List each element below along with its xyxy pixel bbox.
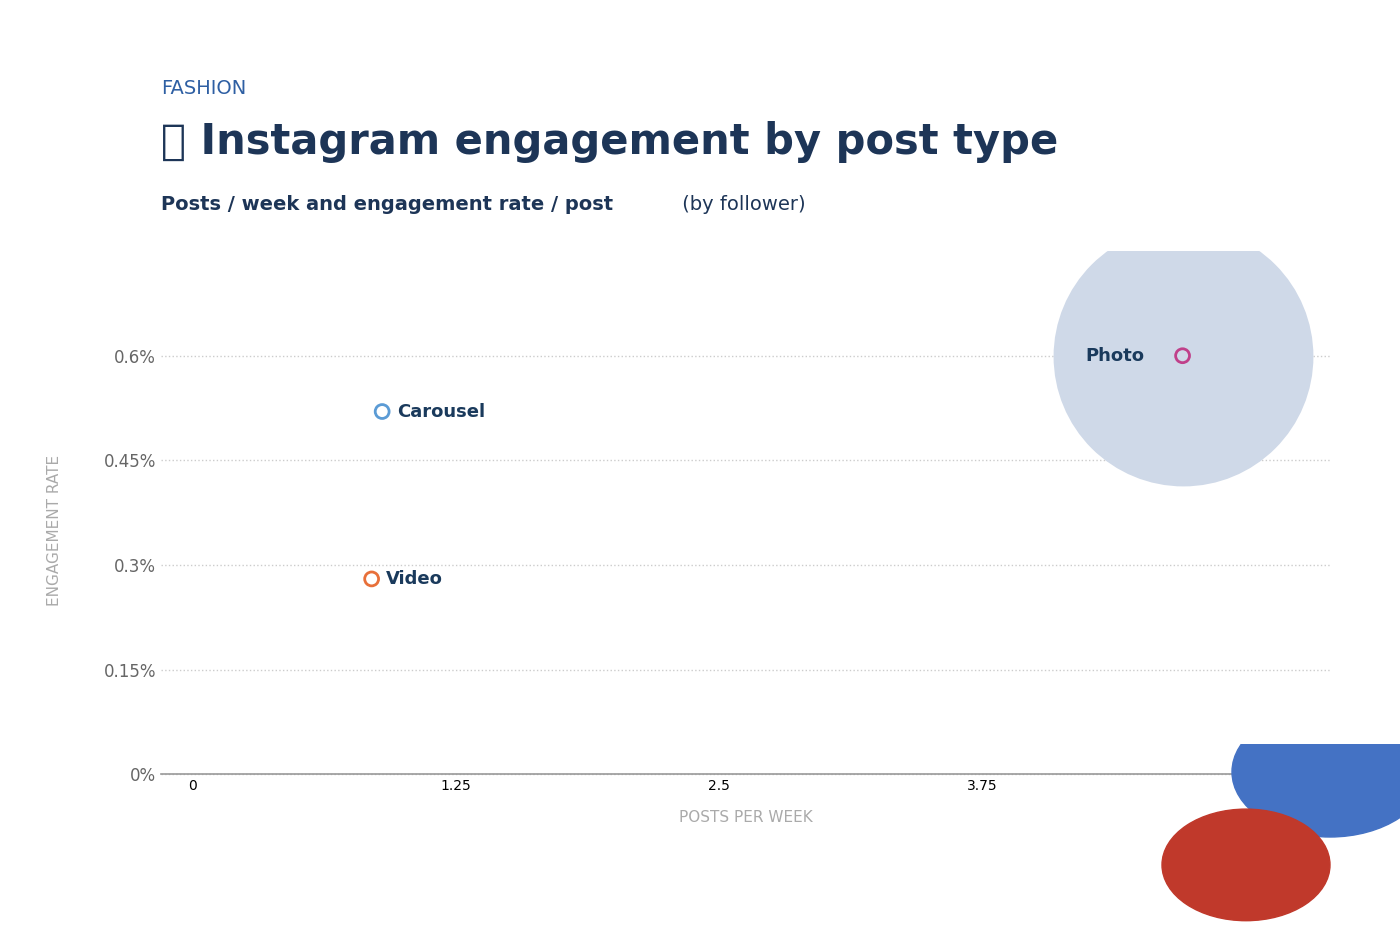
Point xyxy=(1172,349,1194,364)
Text: (by follower): (by follower) xyxy=(676,195,806,214)
Text: Video: Video xyxy=(386,570,444,588)
Point xyxy=(371,404,393,418)
Text: Rival
IQ: Rival IQ xyxy=(1221,854,1278,896)
Y-axis label: ENGAGEMENT RATE: ENGAGEMENT RATE xyxy=(48,455,62,605)
Text: Posts / week and engagement rate / post: Posts / week and engagement rate / post xyxy=(161,195,613,214)
Text: Carousel: Carousel xyxy=(398,403,484,420)
Circle shape xyxy=(1232,707,1400,837)
Text: FASHION: FASHION xyxy=(161,79,246,98)
X-axis label: POSTS PER WEEK: POSTS PER WEEK xyxy=(679,810,812,825)
Text: Ⓢ Instagram engagement by post type: Ⓢ Instagram engagement by post type xyxy=(161,121,1058,163)
Point xyxy=(1172,349,1194,364)
Point xyxy=(360,571,382,587)
Text: Photo: Photo xyxy=(1085,347,1145,365)
Circle shape xyxy=(1162,809,1330,921)
